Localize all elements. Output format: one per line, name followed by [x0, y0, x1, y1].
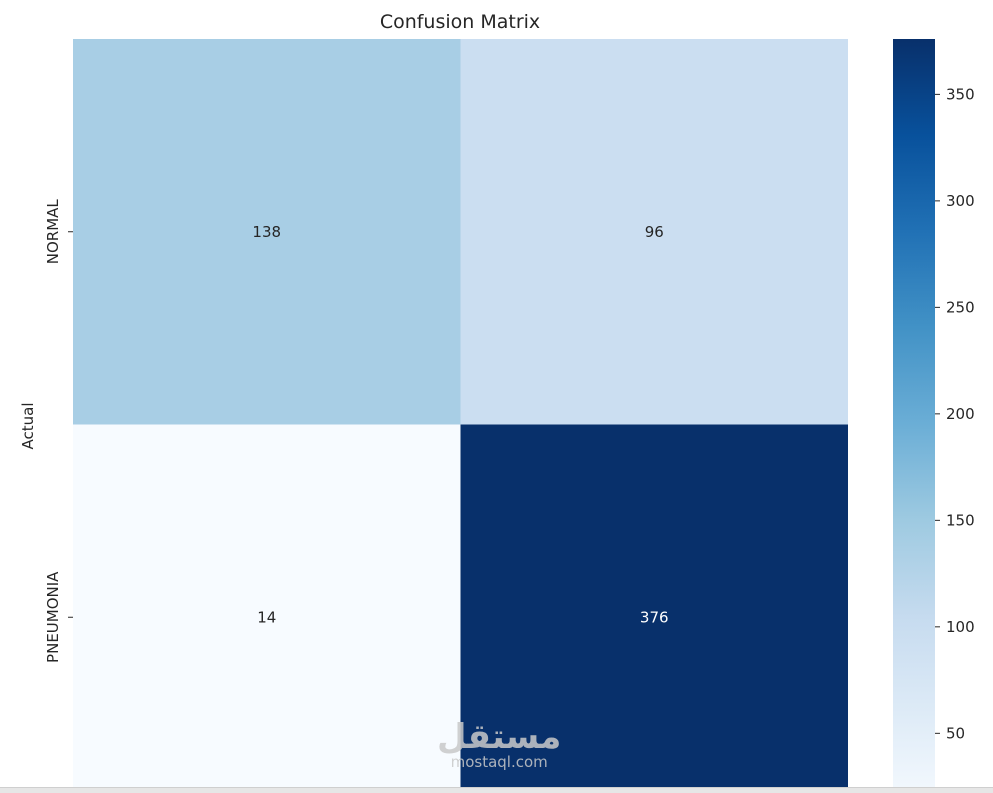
colorbar-tick-label: 50 [946, 724, 965, 742]
y-axis-label: Actual [19, 403, 37, 450]
heatmap-cell [460, 39, 848, 425]
row-label: NORMAL [44, 199, 62, 265]
colorbar [893, 39, 935, 792]
colorbar-tick-label: 300 [946, 192, 975, 210]
colorbar-tick-label: 250 [946, 298, 975, 316]
chart-title: Confusion Matrix [380, 11, 540, 33]
heatmap-cell [73, 39, 461, 425]
heatmap-cell [460, 424, 848, 792]
cell-value-label: 138 [252, 223, 281, 241]
cell-value-label: 14 [257, 608, 276, 626]
colorbar-tick-label: 200 [946, 405, 975, 423]
cell-value-label: 96 [645, 223, 664, 241]
cell-value-label: 376 [640, 608, 669, 626]
watermark-logo: مستقل mostaql.com [437, 717, 562, 771]
row-label: PNEUMONIA [44, 571, 62, 663]
colorbar-tick-label: 350 [946, 85, 975, 103]
bottom-border [0, 787, 993, 793]
colorbar-tick-label: 150 [946, 511, 975, 529]
colorbar-tick-label: 100 [946, 618, 975, 636]
heatmap-cell [73, 424, 461, 792]
